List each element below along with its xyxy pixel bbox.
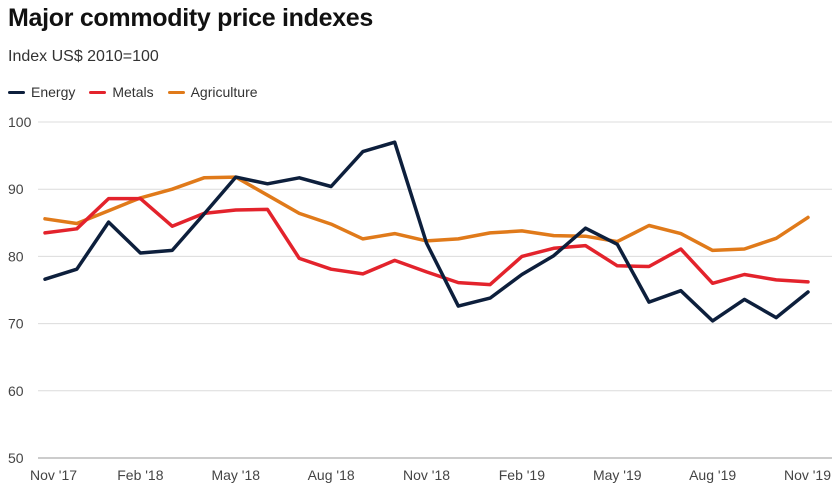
x-tick-label-1: Feb '18	[117, 467, 163, 483]
legend-item-energy: Energy	[8, 84, 75, 100]
x-tick-label-8: Nov '19	[784, 467, 831, 483]
legend-item-metals: Metals	[89, 84, 154, 100]
x-tick-label-4: Nov '18	[403, 467, 450, 483]
x-tick-label-2: May '18	[211, 467, 260, 483]
x-tick-label-0: Nov '17	[30, 467, 77, 483]
chart-legend: Energy Metals Agriculture	[8, 84, 272, 100]
y-tick-label-70: 70	[8, 316, 24, 332]
y-tick-label-50: 50	[8, 450, 24, 466]
legend-swatch-metals	[89, 90, 107, 94]
x-tick-label-7: Aug '19	[689, 467, 736, 483]
y-tick-label-100: 100	[8, 114, 32, 130]
y-tick-label-60: 60	[8, 383, 24, 399]
y-tick-label-80: 80	[8, 248, 24, 264]
chart-title: Major commodity price indexes	[8, 4, 374, 32]
x-tick-label-5: Feb '19	[499, 467, 545, 483]
chart-subtitle: Index US$ 2010=100	[8, 48, 159, 65]
x-tick-label-3: Aug '18	[308, 467, 355, 483]
legend-swatch-agriculture	[167, 90, 185, 94]
legend-label-metals: Metals	[112, 84, 154, 100]
legend-item-agriculture: Agriculture	[167, 84, 258, 100]
x-tick-label-6: May '19	[593, 467, 642, 483]
legend-swatch-energy	[8, 90, 25, 94]
series-line-metals	[43, 196, 810, 287]
series-line-energy	[43, 140, 810, 323]
y-tick-label-90: 90	[8, 181, 24, 197]
legend-label-energy: Energy	[31, 84, 76, 100]
legend-label-agriculture: Agriculture	[190, 84, 258, 100]
